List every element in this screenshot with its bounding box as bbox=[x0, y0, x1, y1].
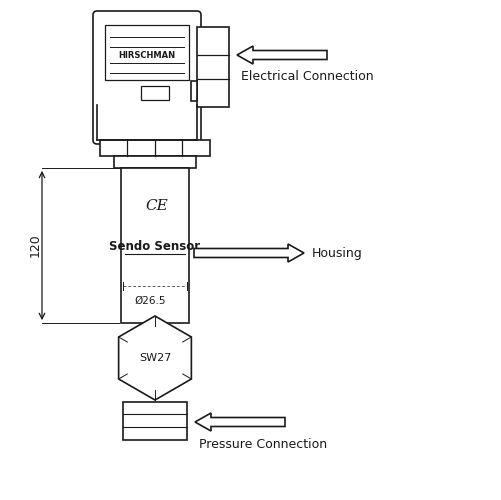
Polygon shape bbox=[237, 46, 327, 64]
FancyBboxPatch shape bbox=[93, 11, 201, 144]
Text: Pressure Connection: Pressure Connection bbox=[199, 438, 327, 450]
Bar bbox=[100, 140, 210, 156]
Bar bbox=[97, 105, 197, 140]
Text: HIRSCHMAN: HIRSCHMAN bbox=[118, 50, 175, 59]
Text: Ø26.5: Ø26.5 bbox=[134, 296, 166, 306]
Bar bbox=[141, 86, 169, 100]
Text: CE: CE bbox=[146, 199, 168, 213]
Bar bbox=[123, 402, 187, 440]
Text: Electrical Connection: Electrical Connection bbox=[241, 70, 374, 84]
Bar bbox=[114, 156, 196, 168]
Text: Housing: Housing bbox=[312, 246, 363, 260]
Text: Sendo Sensor: Sendo Sensor bbox=[109, 240, 200, 252]
Bar bbox=[105, 25, 189, 80]
Polygon shape bbox=[195, 413, 285, 431]
Text: SW27: SW27 bbox=[139, 353, 171, 363]
Polygon shape bbox=[119, 316, 191, 400]
Polygon shape bbox=[194, 244, 304, 262]
Bar bbox=[197, 27, 229, 107]
Text: 120: 120 bbox=[29, 234, 42, 258]
Bar bbox=[191, 81, 197, 101]
Bar bbox=[121, 168, 189, 323]
